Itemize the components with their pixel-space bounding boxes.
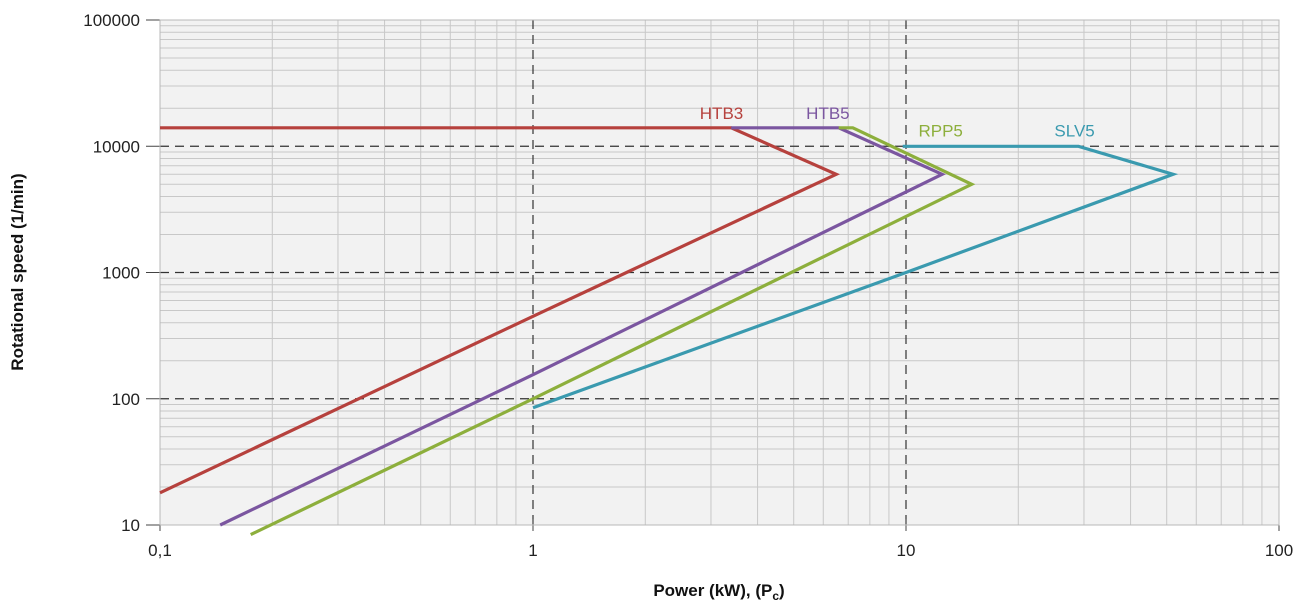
y-tick-label: 1000 — [102, 264, 140, 283]
y-tick-label: 100000 — [83, 11, 140, 30]
x-tick-label: 0,1 — [148, 541, 172, 560]
series-labels: HTB3 HTB5 RPP5 SLV5 — [700, 104, 1095, 140]
y-tick-label: 10000 — [93, 137, 140, 156]
tick-labels: 0,1 1 10 100 10 100 1000 10000 100000 — [83, 11, 1293, 560]
x-tick-label: 10 — [897, 541, 916, 560]
x-tick-label: 1 — [528, 541, 537, 560]
minor-grid — [160, 20, 1279, 525]
series-label-slv5: SLV5 — [1054, 121, 1094, 140]
plot-frame — [159, 19, 1280, 526]
axes — [146, 19, 1280, 531]
series-label-rpp5: RPP5 — [918, 121, 962, 140]
series-line-slv5 — [532, 144, 1179, 410]
x-axis-title-subscript: c — [772, 589, 779, 603]
series-label-htb3: HTB3 — [700, 104, 743, 123]
series-line-htb5 — [219, 126, 946, 527]
y-tick-label: 100 — [112, 390, 140, 409]
series-label-htb5: HTB5 — [806, 104, 849, 123]
x-tick-label: 100 — [1265, 541, 1293, 560]
series-line-htb3 — [159, 126, 841, 495]
x-axis-title-end: ) — [779, 581, 785, 600]
x-axis-title: Power (kW), (Pc) — [653, 581, 784, 603]
y-tick-label: 10 — [121, 516, 140, 535]
series-lines — [159, 126, 1179, 537]
major-grid — [160, 20, 1279, 525]
series-line-rpp5 — [250, 126, 976, 537]
x-axis-title-main: Power (kW), (P — [653, 581, 772, 600]
y-axis-title: Rotational speed (1/min) — [8, 173, 27, 370]
